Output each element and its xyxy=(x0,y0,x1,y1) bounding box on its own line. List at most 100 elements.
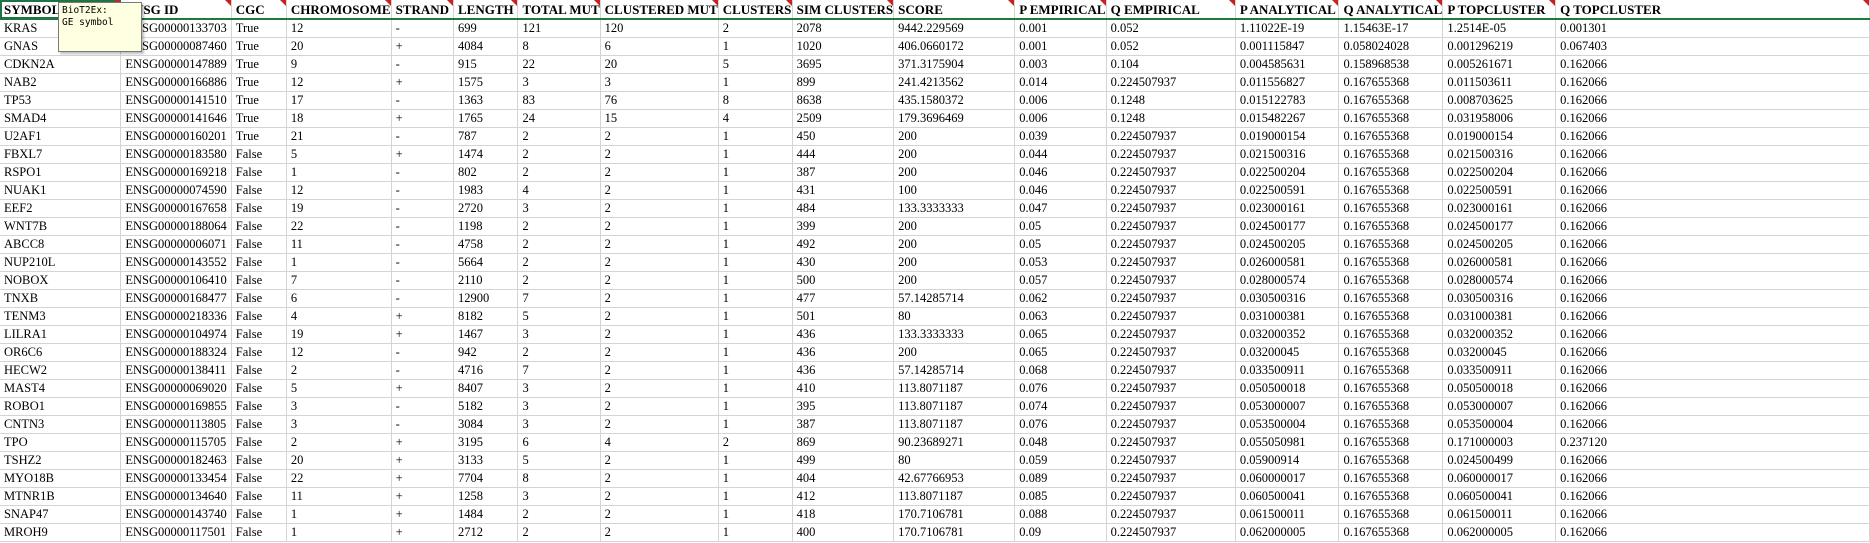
table-cell[interactable]: 0.03200045 xyxy=(1235,343,1340,362)
table-cell[interactable]: 0.028000574 xyxy=(1235,271,1340,290)
table-cell[interactable]: 1765 xyxy=(453,109,519,128)
table-cell[interactable]: 4 xyxy=(286,307,392,326)
table-cell[interactable]: 0.224507937 xyxy=(1106,397,1236,416)
table-cell[interactable]: 3 xyxy=(286,397,392,416)
table-cell[interactable]: 0.024500205 xyxy=(1442,235,1557,254)
table-cell[interactable]: 42.67766953 xyxy=(893,469,1016,488)
table-cell[interactable]: 0.021500316 xyxy=(1235,145,1340,164)
table-cell[interactable]: 1.11022E-19 xyxy=(1235,19,1340,38)
table-cell[interactable]: - xyxy=(391,397,455,416)
table-cell[interactable]: + xyxy=(391,433,455,452)
table-cell[interactable]: True xyxy=(231,127,287,146)
table-cell[interactable]: 0.024500177 xyxy=(1442,217,1557,236)
table-cell[interactable]: 0.001 xyxy=(1014,37,1107,56)
table-cell[interactable]: 0.171000003 xyxy=(1442,433,1557,452)
table-cell[interactable]: 3195 xyxy=(453,433,519,452)
column-header-length[interactable]: LENGTH xyxy=(453,0,519,20)
table-cell[interactable]: 0.162066 xyxy=(1555,289,1870,308)
table-cell[interactable]: MAST4 xyxy=(0,379,122,398)
table-cell[interactable]: SNAP47 xyxy=(0,505,122,524)
table-cell[interactable]: 0.224507937 xyxy=(1106,523,1236,542)
table-cell[interactable]: TPO xyxy=(0,433,122,452)
table-cell[interactable]: 0.09 xyxy=(1014,523,1107,542)
table-cell[interactable]: 412 xyxy=(792,487,895,506)
table-cell[interactable]: 1 xyxy=(718,253,793,272)
table-cell[interactable]: 0.162066 xyxy=(1555,487,1870,506)
table-cell[interactable]: 0.167655368 xyxy=(1338,487,1444,506)
table-cell[interactable]: 0.068 xyxy=(1014,361,1107,380)
table-cell[interactable]: 0.024500205 xyxy=(1235,235,1340,254)
table-cell[interactable]: 0.022500204 xyxy=(1235,163,1340,182)
table-cell[interactable]: 477 xyxy=(792,289,895,308)
table-cell[interactable]: 0.006 xyxy=(1014,91,1107,110)
table-cell[interactable]: 0.167655368 xyxy=(1338,343,1444,362)
table-cell[interactable]: 3 xyxy=(600,73,719,92)
table-cell[interactable]: 2 xyxy=(600,397,719,416)
table-cell[interactable]: 0.224507937 xyxy=(1106,325,1236,344)
table-cell[interactable]: 2509 xyxy=(792,109,895,128)
table-cell[interactable]: 0.167655368 xyxy=(1338,469,1444,488)
column-header-clustered-mut[interactable]: CLUSTERED MUT xyxy=(600,0,719,20)
table-cell[interactable]: WNT7B xyxy=(0,217,122,236)
table-cell[interactable]: 3 xyxy=(517,397,601,416)
table-cell[interactable]: - xyxy=(391,253,455,272)
table-cell[interactable]: 2078 xyxy=(792,19,895,38)
table-cell[interactable]: 0.158968538 xyxy=(1338,55,1444,74)
table-cell[interactable]: 0.022500591 xyxy=(1235,181,1340,200)
table-cell[interactable]: ENSG00000188324 xyxy=(120,343,232,362)
table-cell[interactable]: 8 xyxy=(718,91,793,110)
table-cell[interactable]: 113.8071187 xyxy=(893,397,1016,416)
table-cell[interactable]: 0.062 xyxy=(1014,289,1107,308)
table-cell[interactable]: 179.3696469 xyxy=(893,109,1016,128)
table-cell[interactable]: 1 xyxy=(718,379,793,398)
table-cell[interactable]: 100 xyxy=(893,181,1016,200)
table-cell[interactable]: False xyxy=(231,199,287,218)
table-cell[interactable]: 5 xyxy=(517,307,601,326)
table-cell[interactable]: ENSG00000087460 xyxy=(120,37,232,56)
table-cell[interactable]: 2 xyxy=(517,127,601,146)
table-cell[interactable]: 2 xyxy=(517,253,601,272)
table-cell[interactable]: 0.05 xyxy=(1014,217,1107,236)
table-cell[interactable]: 2 xyxy=(600,451,719,470)
table-cell[interactable]: ENSG00000106410 xyxy=(120,271,232,290)
table-cell[interactable]: EEF2 xyxy=(0,199,122,218)
table-cell[interactable]: 6 xyxy=(600,37,719,56)
table-cell[interactable]: - xyxy=(391,127,455,146)
table-cell[interactable]: 0.053500004 xyxy=(1442,415,1557,434)
table-cell[interactable]: 0.031958006 xyxy=(1442,109,1557,128)
table-cell[interactable]: 0.167655368 xyxy=(1338,145,1444,164)
table-cell[interactable]: False xyxy=(231,235,287,254)
table-cell[interactable]: 1 xyxy=(718,523,793,542)
table-cell[interactable]: 200 xyxy=(893,163,1016,182)
table-cell[interactable]: 0.011503611 xyxy=(1442,73,1557,92)
table-cell[interactable]: 0.167655368 xyxy=(1338,523,1444,542)
table-cell[interactable]: 9442.229569 xyxy=(893,19,1016,38)
table-cell[interactable]: - xyxy=(391,199,455,218)
table-cell[interactable]: False xyxy=(231,361,287,380)
table-cell[interactable]: 0.039 xyxy=(1014,127,1107,146)
table-cell[interactable]: 0.001296219 xyxy=(1442,37,1557,56)
table-cell[interactable]: 431 xyxy=(792,181,895,200)
table-cell[interactable]: 6 xyxy=(286,289,392,308)
table-cell[interactable]: 20 xyxy=(600,55,719,74)
table-cell[interactable]: 0.061500011 xyxy=(1235,505,1340,524)
table-cell[interactable]: 12 xyxy=(286,181,392,200)
table-cell[interactable]: 0.015482267 xyxy=(1235,109,1340,128)
table-cell[interactable]: 0.167655368 xyxy=(1338,91,1444,110)
table-cell[interactable]: - xyxy=(391,55,455,74)
table-cell[interactable]: 0.167655368 xyxy=(1338,379,1444,398)
table-cell[interactable]: NUAK1 xyxy=(0,181,122,200)
table-cell[interactable]: 1020 xyxy=(792,37,895,56)
table-cell[interactable]: 2 xyxy=(600,415,719,434)
table-cell[interactable]: 2 xyxy=(517,235,601,254)
table-cell[interactable]: 499 xyxy=(792,451,895,470)
table-cell[interactable]: False xyxy=(231,505,287,524)
table-cell[interactable]: 0.224507937 xyxy=(1106,469,1236,488)
table-cell[interactable]: 2 xyxy=(600,181,719,200)
table-cell[interactable]: 450 xyxy=(792,127,895,146)
table-cell[interactable]: 4 xyxy=(600,433,719,452)
table-cell[interactable]: 0.053000007 xyxy=(1235,397,1340,416)
table-cell[interactable]: 0.162066 xyxy=(1555,145,1870,164)
table-cell[interactable]: 0.052 xyxy=(1106,37,1236,56)
table-cell[interactable]: 0.167655368 xyxy=(1338,217,1444,236)
